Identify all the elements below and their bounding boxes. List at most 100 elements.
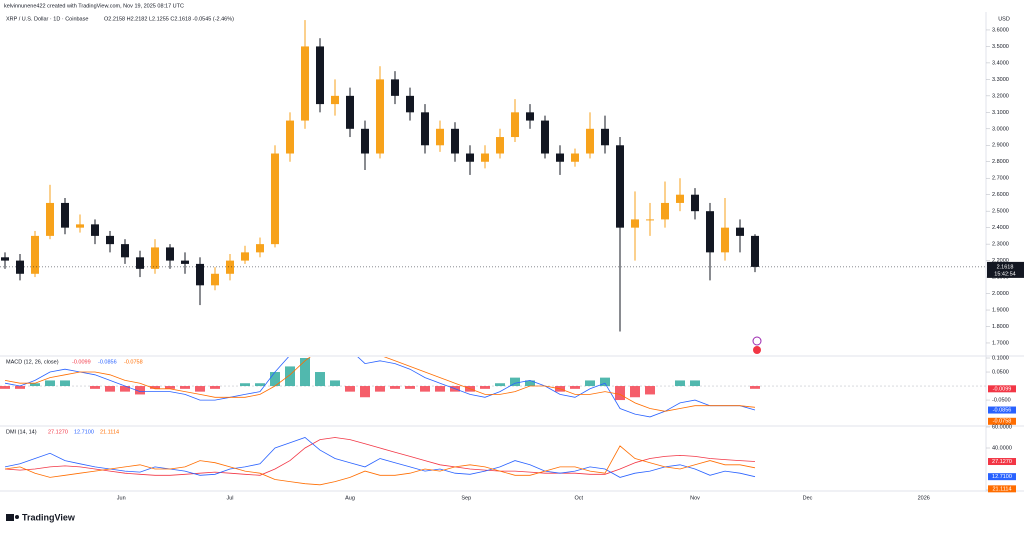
value-box [988,473,1016,481]
value-box-label: 12.7100 [992,474,1012,480]
candle-body [556,153,565,162]
y-tick-label: -0.0500 [992,398,1011,404]
candle-body [75,224,84,228]
histogram-bar [419,386,430,392]
candle-body [300,46,309,121]
y-tick-label: 2.9000 [992,143,1009,149]
x-tick-label: Jun [117,495,126,501]
y-tick-label: 3.1000 [992,110,1009,116]
histogram-bar [404,386,415,389]
candle-body [405,95,414,113]
currency: USD [998,16,1010,22]
histogram-bar [585,380,596,387]
candle-body [330,95,339,105]
histogram-bar [269,372,280,387]
histogram-bar [570,386,581,389]
pane-dmi [4,437,756,486]
legend-value: 12.7100 [74,429,94,435]
value-box [988,385,1016,393]
histogram-bar [344,386,355,392]
candle-body [541,120,550,154]
candle-body [165,247,174,261]
candle-body [646,219,655,221]
value-box [988,406,1016,414]
countdown: 15:42:54 [994,271,1015,277]
candle-body [345,95,354,129]
dmi-line [4,437,756,476]
candle-body [676,194,685,203]
histogram-bar [600,377,611,387]
candle-body [195,263,204,286]
y-tick-label: 1.7000 [992,340,1009,346]
ohlc: O2.2158 H2.2182 L2.1255 C2.1618 -0.0545 … [104,16,234,22]
pane-macd [0,357,986,418]
y-tick-label: 3.5000 [992,44,1009,50]
x-tick-label: Sep [461,495,471,501]
candle-body [255,244,264,253]
legend-value: 21.1114 [100,429,119,435]
x-tick-label: Jul [226,495,233,501]
symbol-title: XRP / U.S. Dollar · 1D · Coinbase [6,16,88,22]
y-tick-label: 60.0000 [992,424,1012,430]
candle-body [511,112,519,138]
legend-value: -0.0758 [124,359,143,365]
candle-body [481,153,489,162]
y-tick-label: 2.2000 [992,258,1009,264]
x-tick-label: Dec [803,495,813,501]
value-box-label: 21.1114 [992,486,1011,492]
candle-body [420,112,429,146]
histogram-bar [495,383,505,387]
histogram-bar [254,383,265,387]
candle-body [571,153,580,162]
histogram-bar [89,386,100,389]
x-tick-label: Aug [345,495,355,501]
histogram-bar [209,386,220,389]
y-tick-label: 2.4000 [992,225,1009,231]
candle-body [120,244,129,258]
candle-body [616,145,625,228]
event-icons [752,336,762,354]
value-box [988,417,1016,425]
y-tick-label: 2.3000 [992,242,1009,248]
last-price-box [987,261,1024,278]
value-box-label: -0.0758 [993,419,1012,425]
histogram-bar [645,386,656,395]
histogram-bar [119,386,130,392]
candle-body [315,46,324,105]
candle-body [180,260,189,264]
candle-body [210,273,219,286]
value-box-label: -0.0856 [993,407,1012,413]
histogram-bar [164,386,175,389]
y-tick-label: 0.0500 [992,369,1009,375]
candle-body [30,235,39,274]
y-tick-label: 3.3000 [992,77,1009,83]
logo [6,514,19,521]
histogram-bar [104,386,115,392]
value-box-label: -0.0099 [993,386,1012,392]
candle-body [105,235,114,245]
indicator-title: DMI (14, 14) [6,429,37,435]
histogram-bar [374,386,385,392]
histogram-bar [179,386,190,389]
candle-body [586,128,595,154]
histogram-bar [630,386,641,398]
candle-body [360,128,369,154]
histogram-bar [44,380,55,387]
histogram-bar [194,386,205,392]
candle-body [631,219,640,228]
indicator-title: MACD (12, 26, close) [6,359,59,365]
y-tick-label: 2.6000 [992,192,1009,198]
dmi-line [4,437,756,478]
value-box [988,485,1016,493]
legend-value: -0.0099 [72,359,91,365]
x-tick-label: 2026 [918,495,930,501]
histogram-bar [615,386,626,401]
pane-candlestick [0,20,760,332]
y-tick-label: 2.8000 [992,159,1009,165]
y-tick-label: 2.7000 [992,176,1009,182]
histogram-bar [239,383,250,387]
candle-body [706,211,715,253]
candle-body [435,128,444,146]
